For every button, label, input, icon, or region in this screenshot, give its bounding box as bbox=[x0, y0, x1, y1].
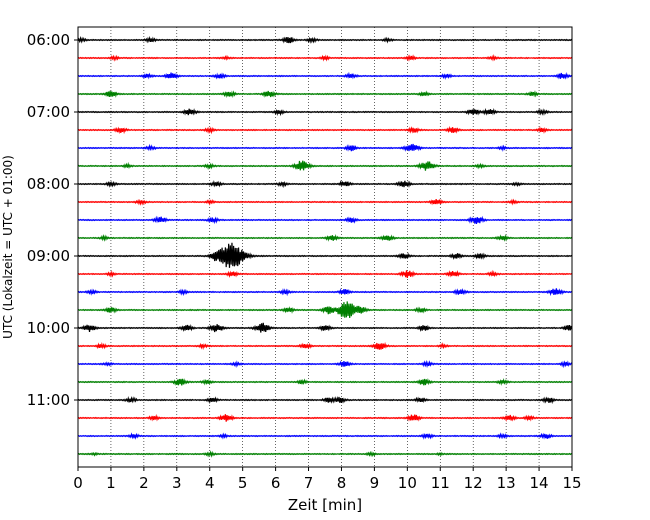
trace-0645 bbox=[77, 90, 573, 99]
trace-0945 bbox=[77, 301, 573, 318]
y-axis-label: UTC (Lokalzeit = UTC + 01:00) bbox=[1, 155, 15, 339]
trace-0630 bbox=[77, 71, 573, 80]
x-tick-label-0: 0 bbox=[73, 474, 83, 492]
trace-1130 bbox=[77, 432, 573, 440]
x-tick-label-4: 4 bbox=[205, 474, 215, 492]
x-tick-label-3: 3 bbox=[172, 474, 182, 492]
x-tick-label-14: 14 bbox=[530, 474, 549, 492]
y-tick-label-5: 11:00 bbox=[27, 391, 70, 409]
trace-0800 bbox=[77, 180, 573, 189]
trace-0745 bbox=[77, 160, 573, 171]
x-tick-label-10: 10 bbox=[398, 474, 417, 492]
trace-0730 bbox=[77, 143, 573, 152]
trace-1100 bbox=[77, 395, 573, 405]
trace-0900 bbox=[77, 242, 573, 268]
x-tick-label-13: 13 bbox=[497, 474, 516, 492]
trace-0700 bbox=[77, 107, 573, 117]
x-tick-label-8: 8 bbox=[337, 474, 347, 492]
y-tick-label-1: 07:00 bbox=[27, 103, 70, 121]
trace-0615 bbox=[77, 53, 573, 62]
seismic-traces bbox=[77, 35, 573, 458]
trace-1115 bbox=[77, 413, 573, 422]
x-tick-label-6: 6 bbox=[271, 474, 281, 492]
x-tick-label-9: 9 bbox=[370, 474, 380, 492]
trace-0915 bbox=[77, 269, 573, 279]
trace-1015 bbox=[77, 341, 573, 351]
x-tick-label-7: 7 bbox=[304, 474, 314, 492]
y-tick-label-0: 06:00 bbox=[27, 31, 70, 49]
trace-0715 bbox=[77, 125, 573, 135]
x-axis-label: Zeit [min] bbox=[288, 496, 362, 514]
trace-1030 bbox=[77, 359, 573, 369]
trace-0845 bbox=[77, 233, 573, 242]
plot-frame bbox=[77, 26, 573, 468]
trace-0600 bbox=[77, 35, 573, 44]
y-axis-ticks: 06:00 07:00 08:00 09:00 10:00 11:00 bbox=[27, 31, 78, 409]
y-tick-label-4: 10:00 bbox=[27, 319, 70, 337]
trace-1145 bbox=[77, 450, 573, 458]
trace-0815 bbox=[77, 198, 573, 206]
trace-0830 bbox=[77, 215, 573, 225]
x-axis-ticks: 0 1 2 3 4 5 6 7 8 9 10 11 12 13 14 15 bbox=[73, 467, 582, 492]
x-tick-label-15: 15 bbox=[562, 474, 581, 492]
x-tick-label-12: 12 bbox=[464, 474, 483, 492]
trace-1045 bbox=[77, 377, 573, 386]
x-tick-label-5: 5 bbox=[238, 474, 248, 492]
x-tick-label-1: 1 bbox=[106, 474, 116, 492]
x-tick-label-11: 11 bbox=[431, 474, 450, 492]
trace-0930 bbox=[77, 287, 573, 297]
x-tick-label-2: 2 bbox=[139, 474, 149, 492]
y-tick-label-3: 09:00 bbox=[27, 247, 70, 265]
trace-1000 bbox=[77, 322, 573, 333]
y-tick-label-2: 08:00 bbox=[27, 175, 70, 193]
